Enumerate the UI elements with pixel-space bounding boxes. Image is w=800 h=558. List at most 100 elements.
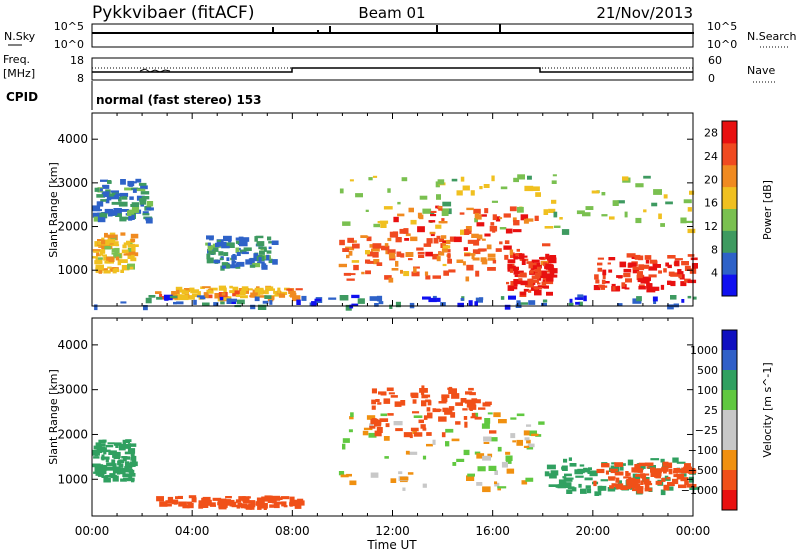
data-cell <box>680 217 687 224</box>
data-cell <box>504 240 510 244</box>
data-cell <box>351 294 360 299</box>
data-cell <box>472 249 481 255</box>
colorbar-swatch <box>722 186 737 209</box>
data-cell <box>226 264 236 269</box>
data-cell <box>106 462 113 467</box>
data-cell <box>447 258 452 264</box>
data-cell <box>423 415 428 420</box>
data-cell <box>423 243 432 247</box>
data-cell <box>487 453 493 458</box>
data-cell <box>534 272 541 279</box>
data-cell <box>92 249 101 252</box>
data-cell <box>118 463 124 468</box>
data-cell <box>662 461 669 467</box>
data-cell <box>483 441 490 444</box>
colorbar-tick-label: 24 <box>704 150 718 163</box>
data-cell <box>551 199 557 204</box>
data-cell <box>97 217 106 223</box>
data-cell <box>271 495 281 501</box>
data-cell <box>240 291 246 296</box>
data-cell <box>474 416 482 420</box>
data-cell <box>111 195 120 200</box>
data-cell <box>268 246 272 250</box>
data-cell <box>110 241 119 247</box>
data-cell <box>95 264 104 270</box>
data-cell <box>127 448 136 454</box>
data-cell <box>369 425 376 429</box>
data-cell <box>447 253 451 259</box>
data-cell <box>529 430 537 436</box>
data-cell <box>100 464 108 471</box>
data-cell <box>371 399 377 405</box>
data-cell <box>638 486 644 490</box>
data-cell <box>590 471 596 474</box>
freq-wiggle <box>139 68 171 73</box>
data-cell <box>673 468 681 472</box>
data-cell <box>575 475 584 478</box>
data-cell <box>597 267 603 272</box>
data-cell <box>393 421 403 426</box>
data-cell <box>427 412 433 419</box>
data-cell <box>612 200 619 206</box>
data-cell <box>430 234 435 237</box>
data-cell <box>301 295 307 301</box>
data-cell <box>381 245 390 251</box>
data-cell <box>352 243 360 249</box>
data-cell <box>513 220 520 226</box>
data-cell <box>495 216 501 222</box>
data-cell <box>610 465 614 469</box>
data-cell <box>452 462 457 466</box>
data-cell <box>355 193 363 198</box>
data-cell <box>508 295 516 300</box>
data-cell <box>494 482 500 487</box>
data-cell <box>328 297 337 300</box>
data-cell <box>417 251 425 255</box>
data-cell <box>497 446 502 452</box>
data-cell <box>667 280 672 285</box>
data-cell <box>525 477 534 482</box>
data-cell <box>683 199 692 204</box>
colorbar-tick-label: 20 <box>704 173 718 186</box>
data-cell <box>687 228 696 234</box>
data-cell <box>545 264 554 270</box>
data-cell <box>217 239 221 242</box>
data-cell <box>524 437 530 441</box>
data-cell <box>474 301 478 307</box>
data-cell <box>231 504 239 508</box>
noise-left-label: N.Sky <box>4 30 36 43</box>
data-cell <box>513 279 522 285</box>
data-cell <box>401 177 408 182</box>
data-cell <box>539 270 547 276</box>
data-cell <box>476 453 485 459</box>
data-cell <box>477 466 486 472</box>
data-cell <box>278 497 283 500</box>
data-cell <box>547 255 553 261</box>
data-cell <box>474 412 479 418</box>
data-cell <box>129 252 135 255</box>
data-cell <box>670 280 676 287</box>
data-cell <box>183 288 190 293</box>
data-cell <box>175 496 180 499</box>
data-cell <box>107 234 116 239</box>
data-cell <box>525 218 534 222</box>
data-cell <box>128 468 132 473</box>
data-cell <box>379 220 389 224</box>
data-cell <box>584 477 593 481</box>
data-cell <box>202 286 211 289</box>
data-cell <box>677 475 683 480</box>
data-cell <box>546 277 554 282</box>
data-cell <box>462 408 468 411</box>
data-cell <box>243 247 252 251</box>
data-cell <box>500 296 505 300</box>
data-cell <box>148 295 156 298</box>
data-cell <box>622 176 629 181</box>
data-cell <box>143 305 148 311</box>
data-cell <box>513 177 519 183</box>
data-cell <box>521 480 528 485</box>
data-cell <box>625 278 632 283</box>
data-cell <box>202 503 209 508</box>
data-cell <box>386 387 394 392</box>
data-cell <box>541 302 547 306</box>
data-cell <box>620 485 628 490</box>
data-cell <box>684 265 691 271</box>
